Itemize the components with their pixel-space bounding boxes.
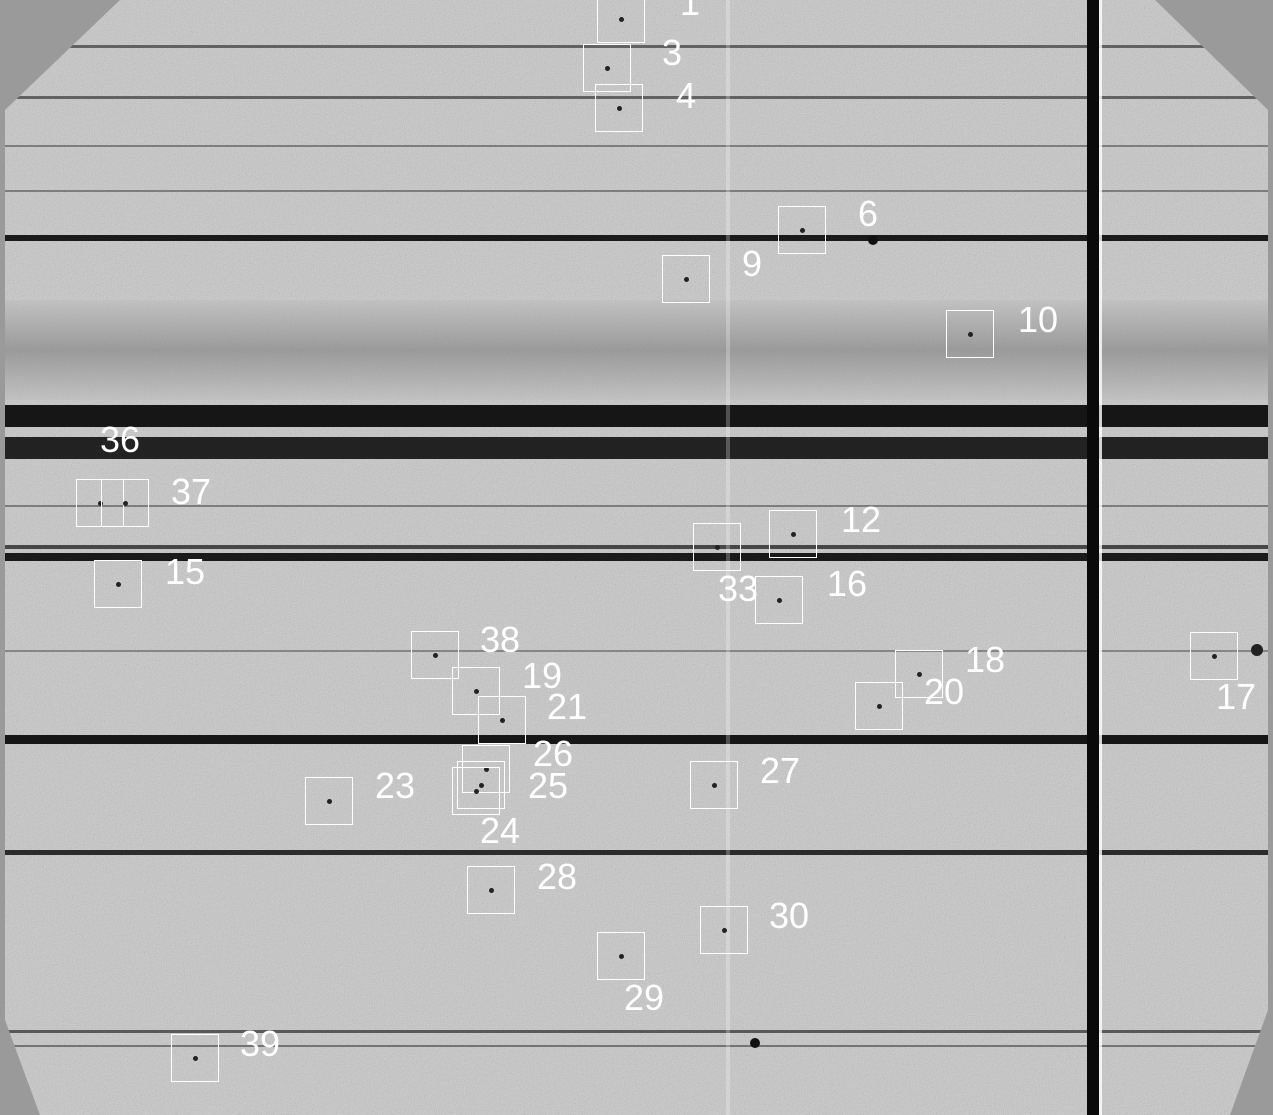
- source-box-37-b: [101, 479, 149, 527]
- source-label-26: 26: [533, 733, 574, 774]
- source-box-33: [693, 523, 741, 571]
- source-label-23: 23: [375, 765, 416, 806]
- source-label-30: 30: [769, 895, 810, 936]
- source-label-37: 37: [171, 471, 212, 512]
- source-star-30: [721, 927, 727, 933]
- source-box-12: [769, 510, 817, 558]
- source-label-9: 9: [742, 243, 763, 284]
- source-label-6: 6: [858, 193, 879, 234]
- source-star-3: [604, 65, 610, 71]
- source-label-25: 25: [528, 765, 569, 806]
- detector-stripes: [5, 45, 1268, 1047]
- source-star-20: [876, 703, 882, 709]
- source-label-24: 24: [480, 810, 521, 851]
- source-box-9: [662, 255, 710, 303]
- source-star-1: [618, 16, 624, 22]
- source-box-19: [452, 667, 500, 715]
- source-star-23: [326, 798, 332, 804]
- bad-column: [1087, 0, 1099, 1115]
- source-box-10: [946, 310, 994, 358]
- source-star-27: [711, 782, 717, 788]
- source-star-15: [115, 581, 121, 587]
- source-star-18: [916, 671, 922, 677]
- source-star-26: [483, 766, 489, 772]
- source-star-19: [473, 688, 479, 694]
- source-star-4: [616, 105, 622, 111]
- source-label-17: 17: [1216, 676, 1257, 717]
- source-box-24: [452, 767, 500, 815]
- source-box-27: [690, 761, 738, 809]
- source-star-33: [714, 544, 720, 550]
- source-label-33: 33: [718, 568, 759, 609]
- source-box-25: [457, 761, 505, 809]
- source-label-12: 12: [841, 499, 882, 540]
- source-star-29: [618, 953, 624, 959]
- source-box-29: [597, 932, 645, 980]
- source-label-3: 3: [662, 32, 683, 73]
- source-star-17: [1211, 653, 1217, 659]
- source-box-38: [411, 631, 459, 679]
- source-box-23: [305, 777, 353, 825]
- source-star-9: [683, 276, 689, 282]
- source-label-39: 39: [240, 1023, 281, 1064]
- source-label-15: 15: [165, 551, 206, 592]
- source-label-18: 18: [965, 639, 1006, 680]
- source-label-28: 28: [537, 856, 578, 897]
- source-box-28: [467, 866, 515, 914]
- source-star-25: [478, 782, 484, 788]
- source-label-21: 21: [547, 686, 588, 727]
- source-star-10: [967, 331, 973, 337]
- source-label-27: 27: [760, 750, 801, 791]
- source-box-21: [478, 696, 526, 744]
- source-label-36: 36: [100, 419, 141, 460]
- source-box-20: [855, 682, 903, 730]
- source-star-16: [776, 597, 782, 603]
- source-label-20: 20: [924, 671, 965, 712]
- source-box-39: [171, 1034, 219, 1082]
- source-box-26: [462, 745, 510, 793]
- source-star-28: [488, 887, 494, 893]
- source-star-37: [122, 500, 128, 506]
- source-star-24: [473, 788, 479, 794]
- source-box-1: [597, 0, 645, 43]
- source-label-29: 29: [624, 977, 665, 1018]
- source-star-6: [799, 227, 805, 233]
- source-box-3: [583, 44, 631, 92]
- source-label-1: 1: [680, 0, 701, 23]
- source-label-19: 19: [522, 655, 563, 696]
- source-label-38: 38: [480, 619, 521, 660]
- source-box-4: [595, 84, 643, 132]
- source-label-16: 16: [827, 563, 868, 604]
- source-box-16: [755, 576, 803, 624]
- source-star-37: [97, 500, 103, 506]
- source-box-15: [94, 560, 142, 608]
- source-star-12: [790, 531, 796, 537]
- source-star-39: [192, 1055, 198, 1061]
- source-label-4: 4: [676, 75, 697, 116]
- source-box-17: [1190, 632, 1238, 680]
- source-box-6: [778, 206, 826, 254]
- source-box-30: [700, 906, 748, 954]
- source-label-10: 10: [1018, 299, 1059, 340]
- source-star-38: [432, 652, 438, 658]
- source-star-21: [499, 717, 505, 723]
- source-box-18: [895, 650, 943, 698]
